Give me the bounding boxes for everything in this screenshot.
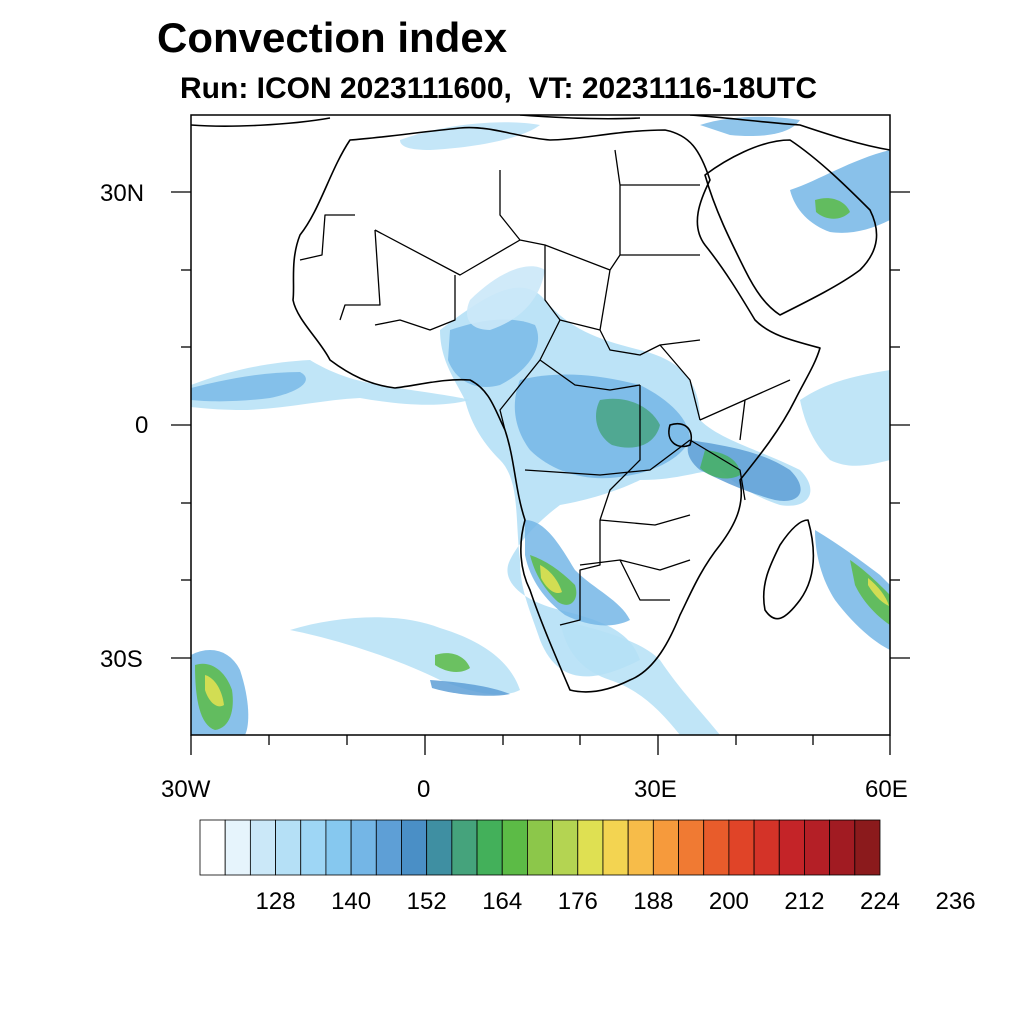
lat-label-30s: 30S [100,646,143,673]
colorbar-label: 164 [482,888,523,915]
colorbar-swatch [703,819,730,876]
coastlines-and-borders [191,115,890,693]
convection-region-south-atlantic-tail [430,680,510,696]
colorbar-label: 128 [255,888,296,915]
colorbar-swatch [224,819,251,876]
colorbar-swatch [627,819,654,876]
colorbar-label: 140 [331,888,372,915]
convection-region-southern-africa [560,620,720,735]
colorbar-swatch [804,819,831,876]
convection-field [191,116,890,735]
convection-region-med-east [700,116,800,137]
colorbar-swatch [300,819,327,876]
lon-label-30w: 30W [161,776,211,803]
chart-subtitle: Run: ICON 2023111600, VT: 20231116-18UTC [180,72,818,105]
convection-region-madagascar-band [815,530,890,650]
convection-region-atlantic-itcz-core [191,372,306,402]
convection-region-south-atlantic [290,617,520,695]
colorbar-swatch [249,819,276,876]
convection-region-namibia-peak [540,565,562,594]
colorbar [199,819,881,876]
colorbar-swatch [678,819,705,876]
colorbar-swatch [753,819,780,876]
colorbar-swatch [275,819,302,876]
convection-region-madagascar-peak [868,578,889,606]
axis-ticks [171,191,910,755]
convection-region-west-africa [448,319,539,388]
convection-region-sw-peak [205,675,224,707]
country-borders [299,149,791,626]
convection-region-kenya-core [700,450,740,479]
convection-region-mediterranean [400,122,540,150]
colorbar-swatch [476,819,503,876]
arabia-coastline [704,139,878,316]
mediterranean-north-coast [191,115,890,151]
lon-label-0: 0 [417,776,431,803]
colorbar-swatch [552,819,579,876]
chart-title: Convection index [157,14,508,61]
convection-region-sahel-streak [466,266,545,330]
africa-coastline [292,126,821,693]
colorbar-swatch [854,819,881,876]
lon-label-30e: 30E [634,776,677,803]
colorbar-label: 224 [859,888,901,915]
colorbar-swatch [426,819,453,876]
lat-label-30n: 30N [100,180,145,207]
convection-region-south-atlantic-core [435,653,470,672]
colorbar-label: 236 [935,888,976,915]
colorbar-swatch [325,819,352,876]
colorbar-label: 188 [633,888,674,915]
lon-label-60e: 60E [865,776,908,803]
colorbar-label: 176 [557,888,598,915]
colorbar-label: 212 [784,888,825,915]
colorbar-label: 200 [708,888,749,915]
colorbar-swatch [527,819,553,876]
colorbar-swatch [451,819,478,876]
madagascar-coastline [762,519,815,620]
colorbar-swatch [829,819,856,876]
lat-label-0: 0 [135,412,149,439]
colorbar-swatch [501,819,528,876]
convection-region-congo-core [596,398,660,448]
convection-region-arabia [790,150,890,233]
colorbar-label: 152 [406,888,447,915]
colorbar-swatch [728,819,755,876]
convection-region-gulf-core [815,198,850,219]
convection-region-madagascar-core [850,560,890,625]
colorbar-swatch [350,819,377,876]
colorbar-swatch [602,819,629,876]
colorbar-swatch [577,819,604,876]
convection-region-indian-ocean [800,370,890,466]
colorbar-swatch [401,819,428,876]
lake-victoria [668,423,692,448]
colorbar-swatch [199,819,226,876]
colorbar-swatch [778,819,805,876]
colorbar-swatch [375,819,402,876]
plot-area [191,115,890,735]
convection-region-angola-namibia [525,520,630,626]
colorbar-swatch [652,819,679,876]
